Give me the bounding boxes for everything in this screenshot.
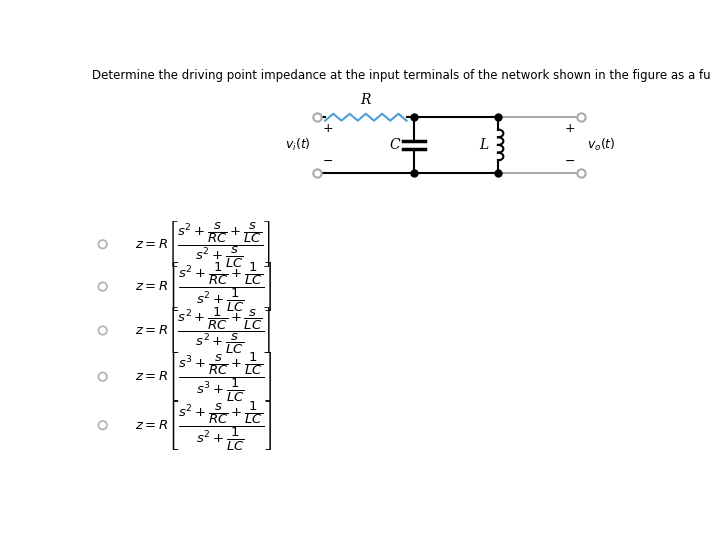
Text: −: − [323,155,333,168]
Text: $z = R\left[\dfrac{s^2 + \dfrac{1}{RC} + \dfrac{s}{LC}}{s^2 + \dfrac{s}{LC}}\rig: $z = R\left[\dfrac{s^2 + \dfrac{1}{RC} +… [135,305,272,356]
Text: $v_i(t)$: $v_i(t)$ [285,137,311,153]
Text: −: − [565,155,575,168]
Text: $z = R\left[\dfrac{s^2 + \dfrac{1}{RC} + \dfrac{1}{LC}}{s^2 + \dfrac{1}{LC}}\rig: $z = R\left[\dfrac{s^2 + \dfrac{1}{RC} +… [135,260,273,313]
Text: $z = R\left[\dfrac{s^2 + \dfrac{s}{RC} + \dfrac{1}{LC}}{s^2 + \dfrac{1}{LC}}\rig: $z = R\left[\dfrac{s^2 + \dfrac{s}{RC} +… [135,399,273,452]
Text: Determine the driving point impedance at the input terminals of the network show: Determine the driving point impedance at… [92,69,710,82]
Text: +: + [323,122,334,135]
Text: L: L [479,138,488,152]
Text: R: R [361,93,371,107]
Text: $z = R\left[\dfrac{s^3 + \dfrac{s}{RC} + \dfrac{1}{LC}}{s^3 + \dfrac{1}{LC}}\rig: $z = R\left[\dfrac{s^3 + \dfrac{s}{RC} +… [135,350,273,403]
Text: C: C [390,138,400,152]
Text: +: + [565,122,575,135]
Text: $z = R\left[\dfrac{s^2 + \dfrac{s}{RC} + \dfrac{s}{LC}}{s^2 + \dfrac{s}{LC}}\rig: $z = R\left[\dfrac{s^2 + \dfrac{s}{RC} +… [135,219,271,269]
Text: $v_o(t)$: $v_o(t)$ [587,137,616,153]
